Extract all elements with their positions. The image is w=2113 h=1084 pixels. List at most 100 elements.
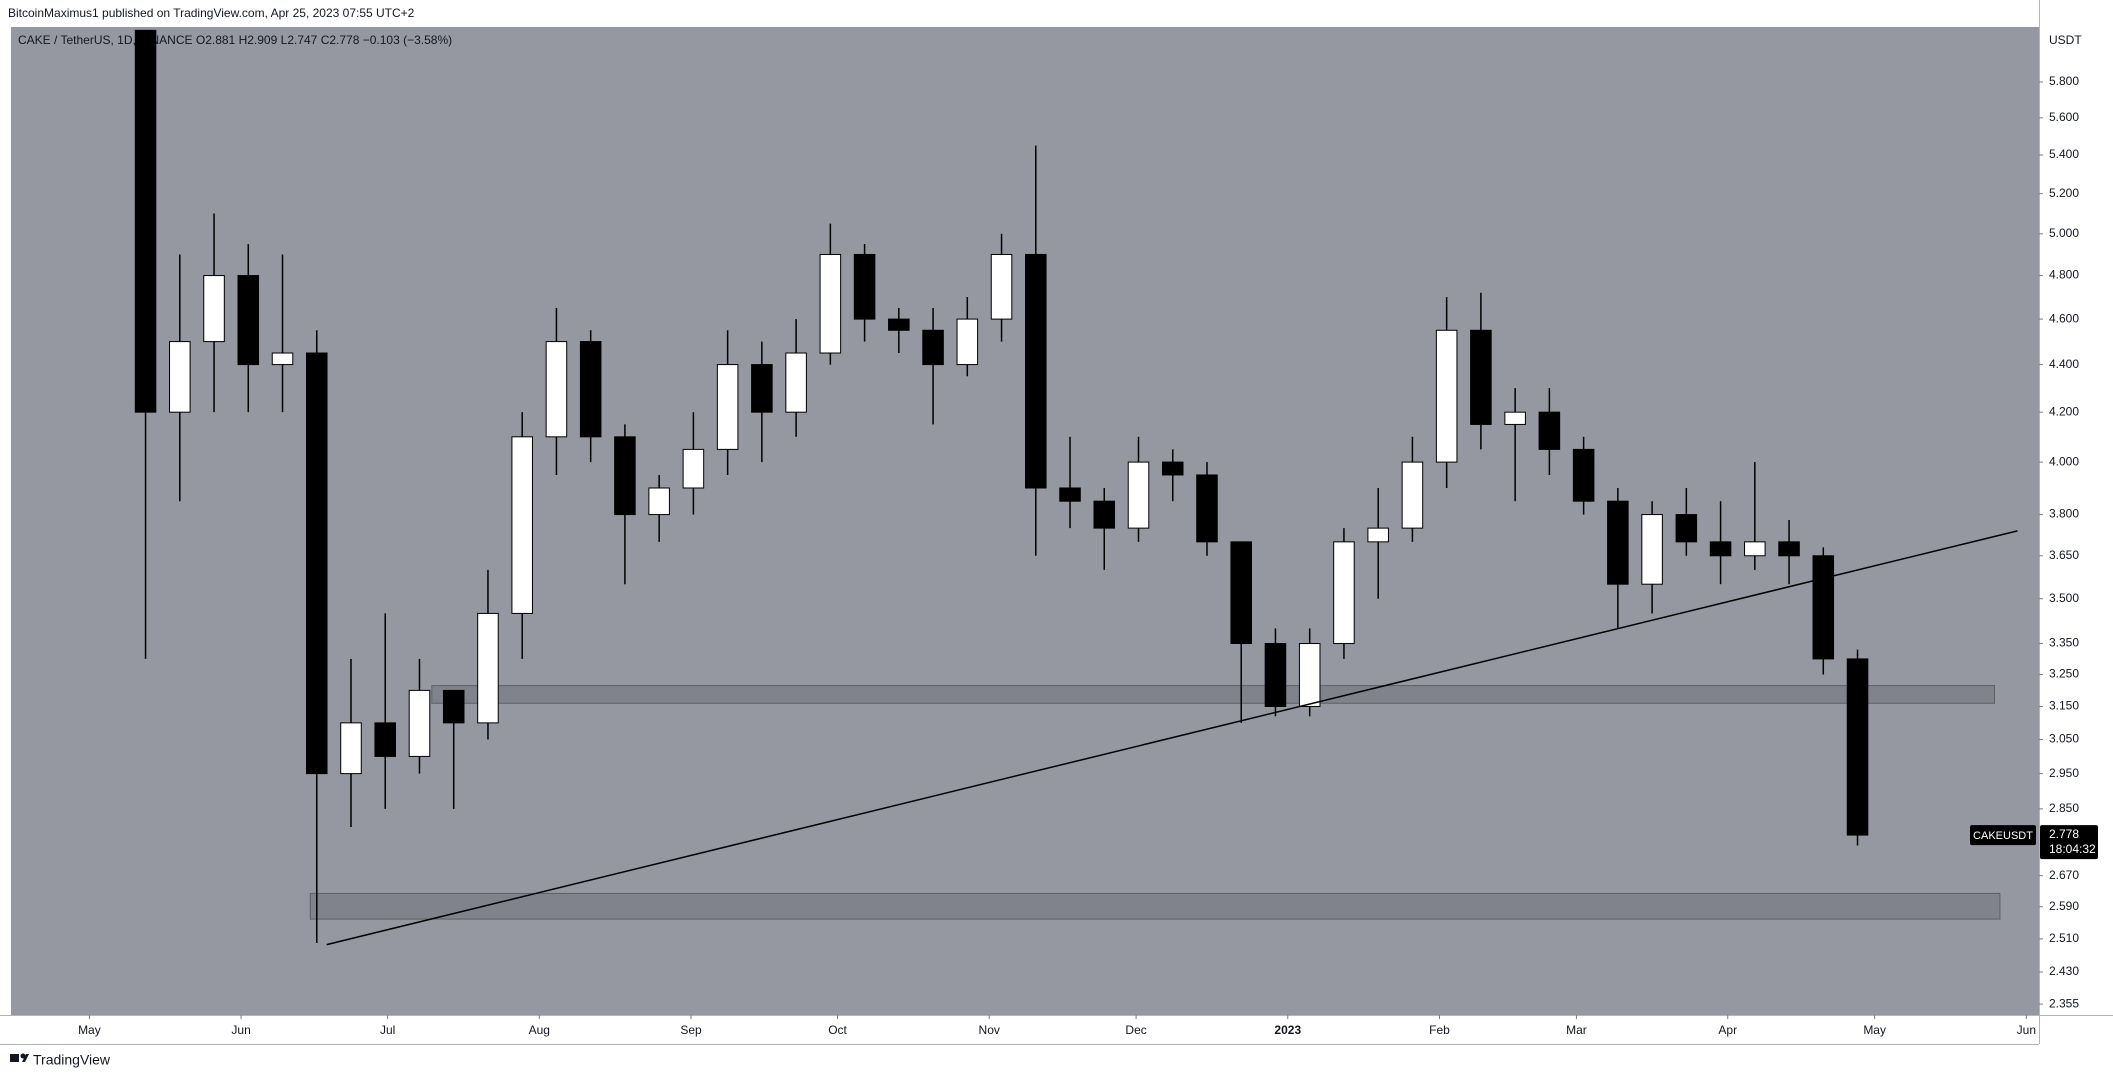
- currency-label: USDT: [2049, 33, 2082, 47]
- y-tick-label: 4.800: [2049, 268, 2079, 282]
- x-tick-label: Mar: [1566, 1023, 1587, 1037]
- candle-body: [579, 341, 602, 438]
- y-tick-label: 5.600: [2049, 110, 2079, 124]
- candle-body: [853, 253, 876, 320]
- ohlc-key: L: [281, 33, 288, 47]
- price-tag-countdown: 18:04:32: [2049, 842, 2096, 856]
- candle-body: [477, 612, 499, 724]
- y-tick-label: 2.355: [2049, 996, 2079, 1010]
- candle-body: [442, 689, 465, 724]
- candle-body: [1470, 329, 1492, 425]
- x-tick-label: Jul: [380, 1023, 395, 1037]
- x-tick-label: Nov: [979, 1023, 1000, 1037]
- candle-body: [1367, 527, 1389, 543]
- candle-body: [1607, 500, 1629, 585]
- candle-body: [237, 275, 260, 366]
- footer-logo: TradingView: [10, 1052, 111, 1068]
- candle-body: [1709, 541, 1732, 557]
- y-tick-label: 3.250: [2049, 667, 2079, 681]
- candle-body: [408, 689, 431, 757]
- x-tick-label: Apr: [1718, 1023, 1737, 1037]
- y-tick-label: 2.950: [2049, 766, 2079, 780]
- support-zone: [309, 892, 2001, 920]
- price-tag-bg: [2040, 825, 2098, 860]
- candle-body: [751, 364, 773, 413]
- candle-body: [169, 341, 191, 413]
- y-tick-label: 4.200: [2049, 404, 2079, 418]
- footer-brand: TradingView: [33, 1052, 111, 1068]
- plot-background: [11, 27, 2039, 1015]
- y-tick-label: 3.350: [2049, 636, 2079, 650]
- x-tick-label: Feb: [1429, 1023, 1450, 1037]
- symbol-name: CAKE / TetherUS, 1D, BINANCE: [18, 33, 193, 47]
- x-tick-label: 2023: [1274, 1023, 1301, 1037]
- candle-body: [614, 436, 636, 516]
- candle-body: [1264, 643, 1287, 708]
- x-tick-label: Jun: [231, 1023, 250, 1037]
- ticker-tag: CAKEUSDT: [1973, 830, 2033, 842]
- y-tick-label: 5.200: [2049, 186, 2079, 200]
- candle-body: [1778, 541, 1800, 557]
- price-tag-value: 2.778: [2049, 827, 2079, 841]
- ticker-tag-bg: [1970, 825, 2036, 846]
- ohlc-key: H: [239, 33, 248, 47]
- x-tick-label: Aug: [529, 1023, 550, 1037]
- y-tick-label: 3.650: [2049, 548, 2079, 562]
- candle-body: [1059, 487, 1081, 502]
- candle-body: [990, 253, 1013, 320]
- ohlc-key: O: [196, 33, 205, 47]
- ohlc-value: 2.778: [329, 33, 359, 47]
- price-change: −0.103 (−3.58%): [363, 33, 452, 47]
- logo-mark: [10, 1054, 19, 1062]
- candle-body: [1161, 461, 1184, 476]
- candle-body: [1093, 500, 1116, 529]
- y-tick-label: 5.800: [2049, 74, 2079, 88]
- y-tick-label: 3.500: [2049, 591, 2079, 605]
- candle-body: [1504, 411, 1526, 425]
- y-tick-label: 3.150: [2049, 699, 2079, 713]
- candle-body: [1812, 555, 1835, 660]
- support-zone: [431, 685, 1995, 704]
- logo-dot: [20, 1053, 26, 1059]
- candle-body: [956, 318, 979, 366]
- x-tick-label: Jun: [2017, 1023, 2036, 1037]
- ohlc-value: 2.881: [205, 33, 235, 47]
- y-tick-label: 2.510: [2049, 931, 2079, 945]
- candle-body: [1333, 541, 1355, 645]
- candle-body: [340, 722, 362, 775]
- candle-body: [785, 352, 807, 413]
- candle-body: [682, 448, 705, 489]
- trendline: [326, 530, 2018, 946]
- y-tick-label: 3.050: [2049, 732, 2079, 746]
- symbol-legend: CAKE / TetherUS, 1D, BINANCE O2.881 H2.9…: [18, 33, 452, 47]
- x-tick-label: Sep: [680, 1023, 702, 1037]
- y-tick-label: 2.590: [2049, 899, 2079, 913]
- candle-body: [271, 352, 294, 366]
- candle-body: [1538, 411, 1561, 450]
- publisher: BitcoinMaximus1 published on TradingView…: [8, 6, 415, 20]
- logo-slash: [22, 1054, 29, 1062]
- candle-body: [922, 329, 944, 366]
- y-tick-label: 2.430: [2049, 964, 2079, 978]
- candle-body: [1435, 329, 1458, 463]
- ohlc-key: C: [321, 33, 330, 47]
- y-tick-label: 5.400: [2049, 147, 2079, 161]
- candle-body: [1744, 541, 1766, 557]
- candle-body: [1127, 461, 1150, 529]
- candle-body: [1846, 658, 1869, 836]
- candle-body: [1298, 643, 1321, 708]
- candle-body: [1641, 514, 1663, 585]
- candle-body: [1025, 253, 1047, 489]
- candle-body: [134, 29, 157, 413]
- candle-body: [1401, 461, 1424, 529]
- candle-body: [545, 341, 568, 438]
- ohlc-value: 2.909: [247, 33, 277, 47]
- y-tick-label: 4.600: [2049, 311, 2079, 325]
- candle-body: [511, 436, 533, 614]
- y-tick-label: 5.000: [2049, 226, 2079, 240]
- axes: USDT 2.355 2.430 2.510 2.590 2.670 2.850 2.950 3…: [0, 0, 2113, 1045]
- y-tick-label: 4.000: [2049, 454, 2079, 468]
- y-tick-label: 3.800: [2049, 507, 2079, 521]
- x-tick-label: May: [1863, 1023, 1886, 1037]
